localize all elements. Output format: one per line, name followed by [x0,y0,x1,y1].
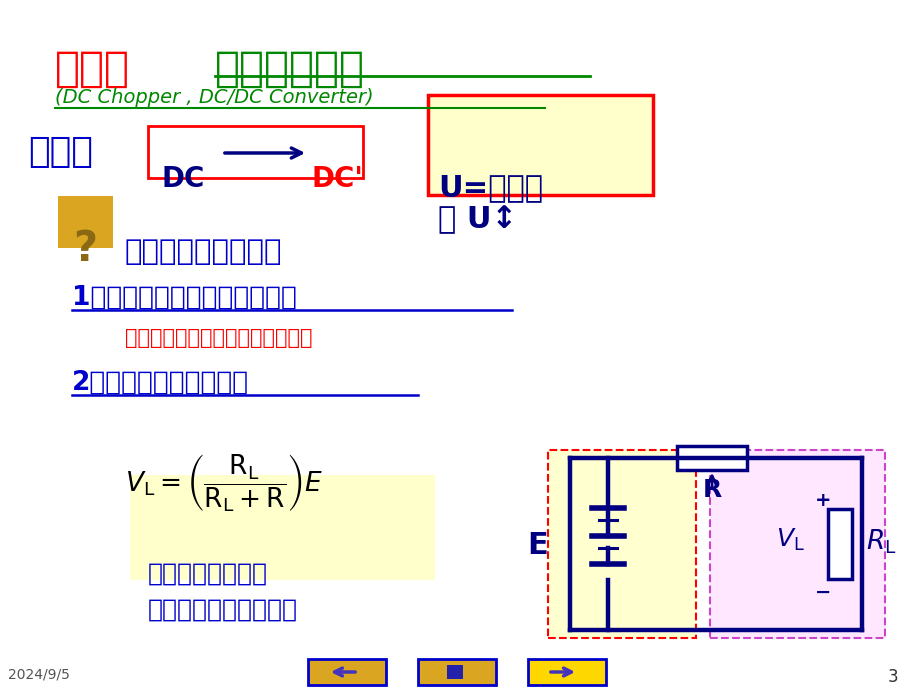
Text: +: + [814,491,831,509]
Bar [709,450,884,638]
Bar [447,665,462,679]
Text: DC': DC' [312,165,364,193]
Text: $R_{\mathrm{L}}$: $R_{\mathrm{L}}$ [865,528,895,556]
Bar [148,126,363,178]
Bar [548,450,696,638]
Text: ?: ? [73,228,97,270]
Text: 或 U↕: 或 U↕ [437,205,516,234]
Text: （低电压、小容量且不连续改变）: （低电压、小容量且不连续改变） [125,328,312,348]
Text: R: R [701,478,720,502]
Bar [417,659,495,685]
Text: DC: DC [162,165,205,193]
Text: 2024/9/5: 2024/9/5 [8,668,70,682]
Text: E: E [527,531,547,560]
Text: 2、串入可变电阻调节；: 2、串入可变电阻调节； [72,370,249,396]
Text: 缺点：串电阻损耗大。: 缺点：串电阻损耗大。 [148,598,298,622]
Text: $V_{\mathrm{L}}$: $V_{\mathrm{L}}$ [775,527,803,553]
Bar [427,95,652,195]
Text: 第三章: 第三章 [55,48,130,90]
Text: (DC Chopper , DC/DC Converter): (DC Chopper , DC/DC Converter) [55,88,373,107]
Bar [58,196,113,248]
Text: U=固定值: U=固定值 [437,173,542,202]
Text: 3: 3 [887,668,897,686]
Text: 1、干电池、蓄电池串联使用；: 1、干电池、蓄电池串联使用； [72,285,297,311]
Text: $V_{\mathrm{L}} = \left(\dfrac{\mathrm{R_L}}{\mathrm{R_L + R}}\right)E$: $V_{\mathrm{L}} = \left(\dfrac{\mathrm{R… [125,452,323,514]
Bar [827,509,851,579]
Text: 直流斩波电路: 直流斩波电路 [215,48,365,90]
Text: 应用：电力机车等: 应用：电力机车等 [148,562,267,586]
Text: −: − [814,582,831,602]
Text: 如何改变直流电压？: 如何改变直流电压？ [125,238,282,266]
Bar [130,475,435,580]
Text: 功能：: 功能： [28,135,93,169]
Bar [528,659,606,685]
Bar [308,659,386,685]
Bar [676,446,746,470]
